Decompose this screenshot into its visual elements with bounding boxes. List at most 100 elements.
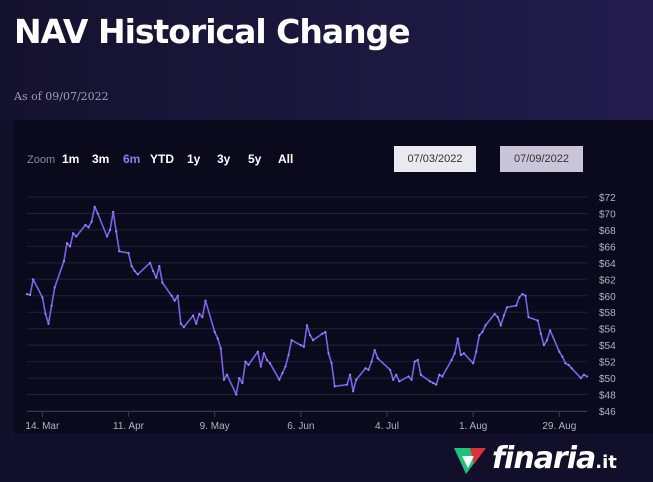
nav-data-point [259,365,262,368]
nav-data-point [201,316,204,319]
zoom-button-3y[interactable]: 3y [217,152,231,166]
nav-data-point [364,367,367,370]
nav-data-point [161,281,164,284]
y-tick-label: $54 [599,341,616,352]
nav-data-point [32,278,35,281]
nav-data-point [284,365,287,368]
nav-data-point [419,373,422,376]
nav-data-point [148,261,152,264]
y-tick-label: $64 [599,259,616,270]
nav-data-point [481,330,484,334]
nav-data-point [441,375,444,378]
zoom-label: Zoom [27,154,56,166]
nav-data-point [499,324,502,327]
y-tick-label: $48 [599,391,616,402]
nav-data-point [407,375,410,378]
nav-data-point [136,273,139,276]
nav-data-point [413,360,416,363]
zoom-button-5y[interactable]: 5y [248,152,262,166]
nav-data-point [53,286,56,289]
nav-data-point [133,269,136,273]
nav-data-point [182,325,186,329]
nav-data-point [235,393,238,396]
y-tick-label: $56 [599,325,616,336]
nav-data-point [225,373,229,376]
x-tick-label: 4. Jul [375,421,399,432]
nav-data-point [244,360,247,363]
nav-data-point [305,324,309,327]
nav-data-point [155,276,158,279]
nav-data-point [459,353,462,357]
nav-data-point [518,296,521,299]
range-from-input[interactable]: 07/03/2022 [394,146,476,172]
x-tick-label: 6. Jun [287,421,314,432]
nav-data-point [93,205,96,208]
nav-data-point [170,294,173,297]
nav-data-point [450,358,453,362]
nav-data-point [370,360,373,363]
nav-data-point [262,352,266,355]
zoom-button-6m[interactable]: 6m [123,152,141,166]
nav-data-point [564,362,567,365]
nav-data-point [68,245,72,248]
nav-data-point [561,355,564,358]
nav-data-point [216,337,219,340]
zoom-button-1y[interactable]: 1y [187,152,201,166]
nav-data-point [222,378,226,381]
nav-data-point [41,296,44,299]
nav-data-point [115,230,118,233]
nav-data-point [152,269,155,273]
nav-data-point [112,210,115,213]
nav-data-point [527,316,530,319]
nav-data-point [62,260,66,263]
y-tick-label: $66 [599,242,616,253]
nav-data-point [456,337,459,340]
nav-data-point [213,330,216,334]
nav-data-point [462,352,466,355]
nav-data-point [585,375,589,378]
nav-data-point [127,251,130,255]
zoom-button-1m[interactable]: 1m [62,152,80,166]
nav-data-point [376,357,379,360]
nav-data-point [524,294,527,297]
nav-data-point [410,378,413,381]
y-tick-label: $70 [599,209,616,220]
zoom-button-3m[interactable]: 3m [92,152,110,166]
y-tick-label: $72 [599,193,616,204]
zoom-button-all[interactable]: All [278,152,294,166]
nav-data-point [278,378,281,381]
nav-data-point [539,332,542,335]
nav-data-point [453,352,456,355]
nav-line-chart: $46 $48 $50 $52 $54 $56 $58 $60 $62 $64 $66 $68 $70 $… [25,193,616,432]
nav-data-point [505,306,509,309]
nav-data-point [28,293,32,297]
nav-data-point [247,363,250,367]
nav-data-point [324,330,327,334]
nav-data-point [290,339,293,342]
nav-data-point [265,358,269,362]
nav-data-point [327,352,330,355]
nav-data-point [373,348,376,352]
nav-data-point [179,322,182,325]
x-tick-label: 29. Aug [542,421,576,432]
nav-data-point [348,373,352,376]
zoom-button-ytd[interactable]: YTD [150,152,174,166]
nav-data-point [496,316,499,319]
nav-data-point [25,293,29,296]
nav-data-point [241,381,244,385]
nav-data-point [367,368,370,371]
header-banner: NAV Historical Change As of 09/07/2022 [0,0,653,120]
nav-data-point [395,373,398,376]
nav-data-point [176,294,179,297]
nav-data-point [438,373,441,376]
nav-data-point [312,339,315,342]
nav-data-point [493,312,496,315]
nav-data-point [118,250,121,253]
nav-data-point [582,373,586,376]
nav-data-point [345,383,349,386]
range-to-input[interactable]: 07/09/2022 [500,146,583,172]
nav-data-point [130,265,133,268]
nav-data-point [87,226,90,229]
y-tick-label: $52 [599,358,616,369]
nav-data-point [173,299,176,302]
